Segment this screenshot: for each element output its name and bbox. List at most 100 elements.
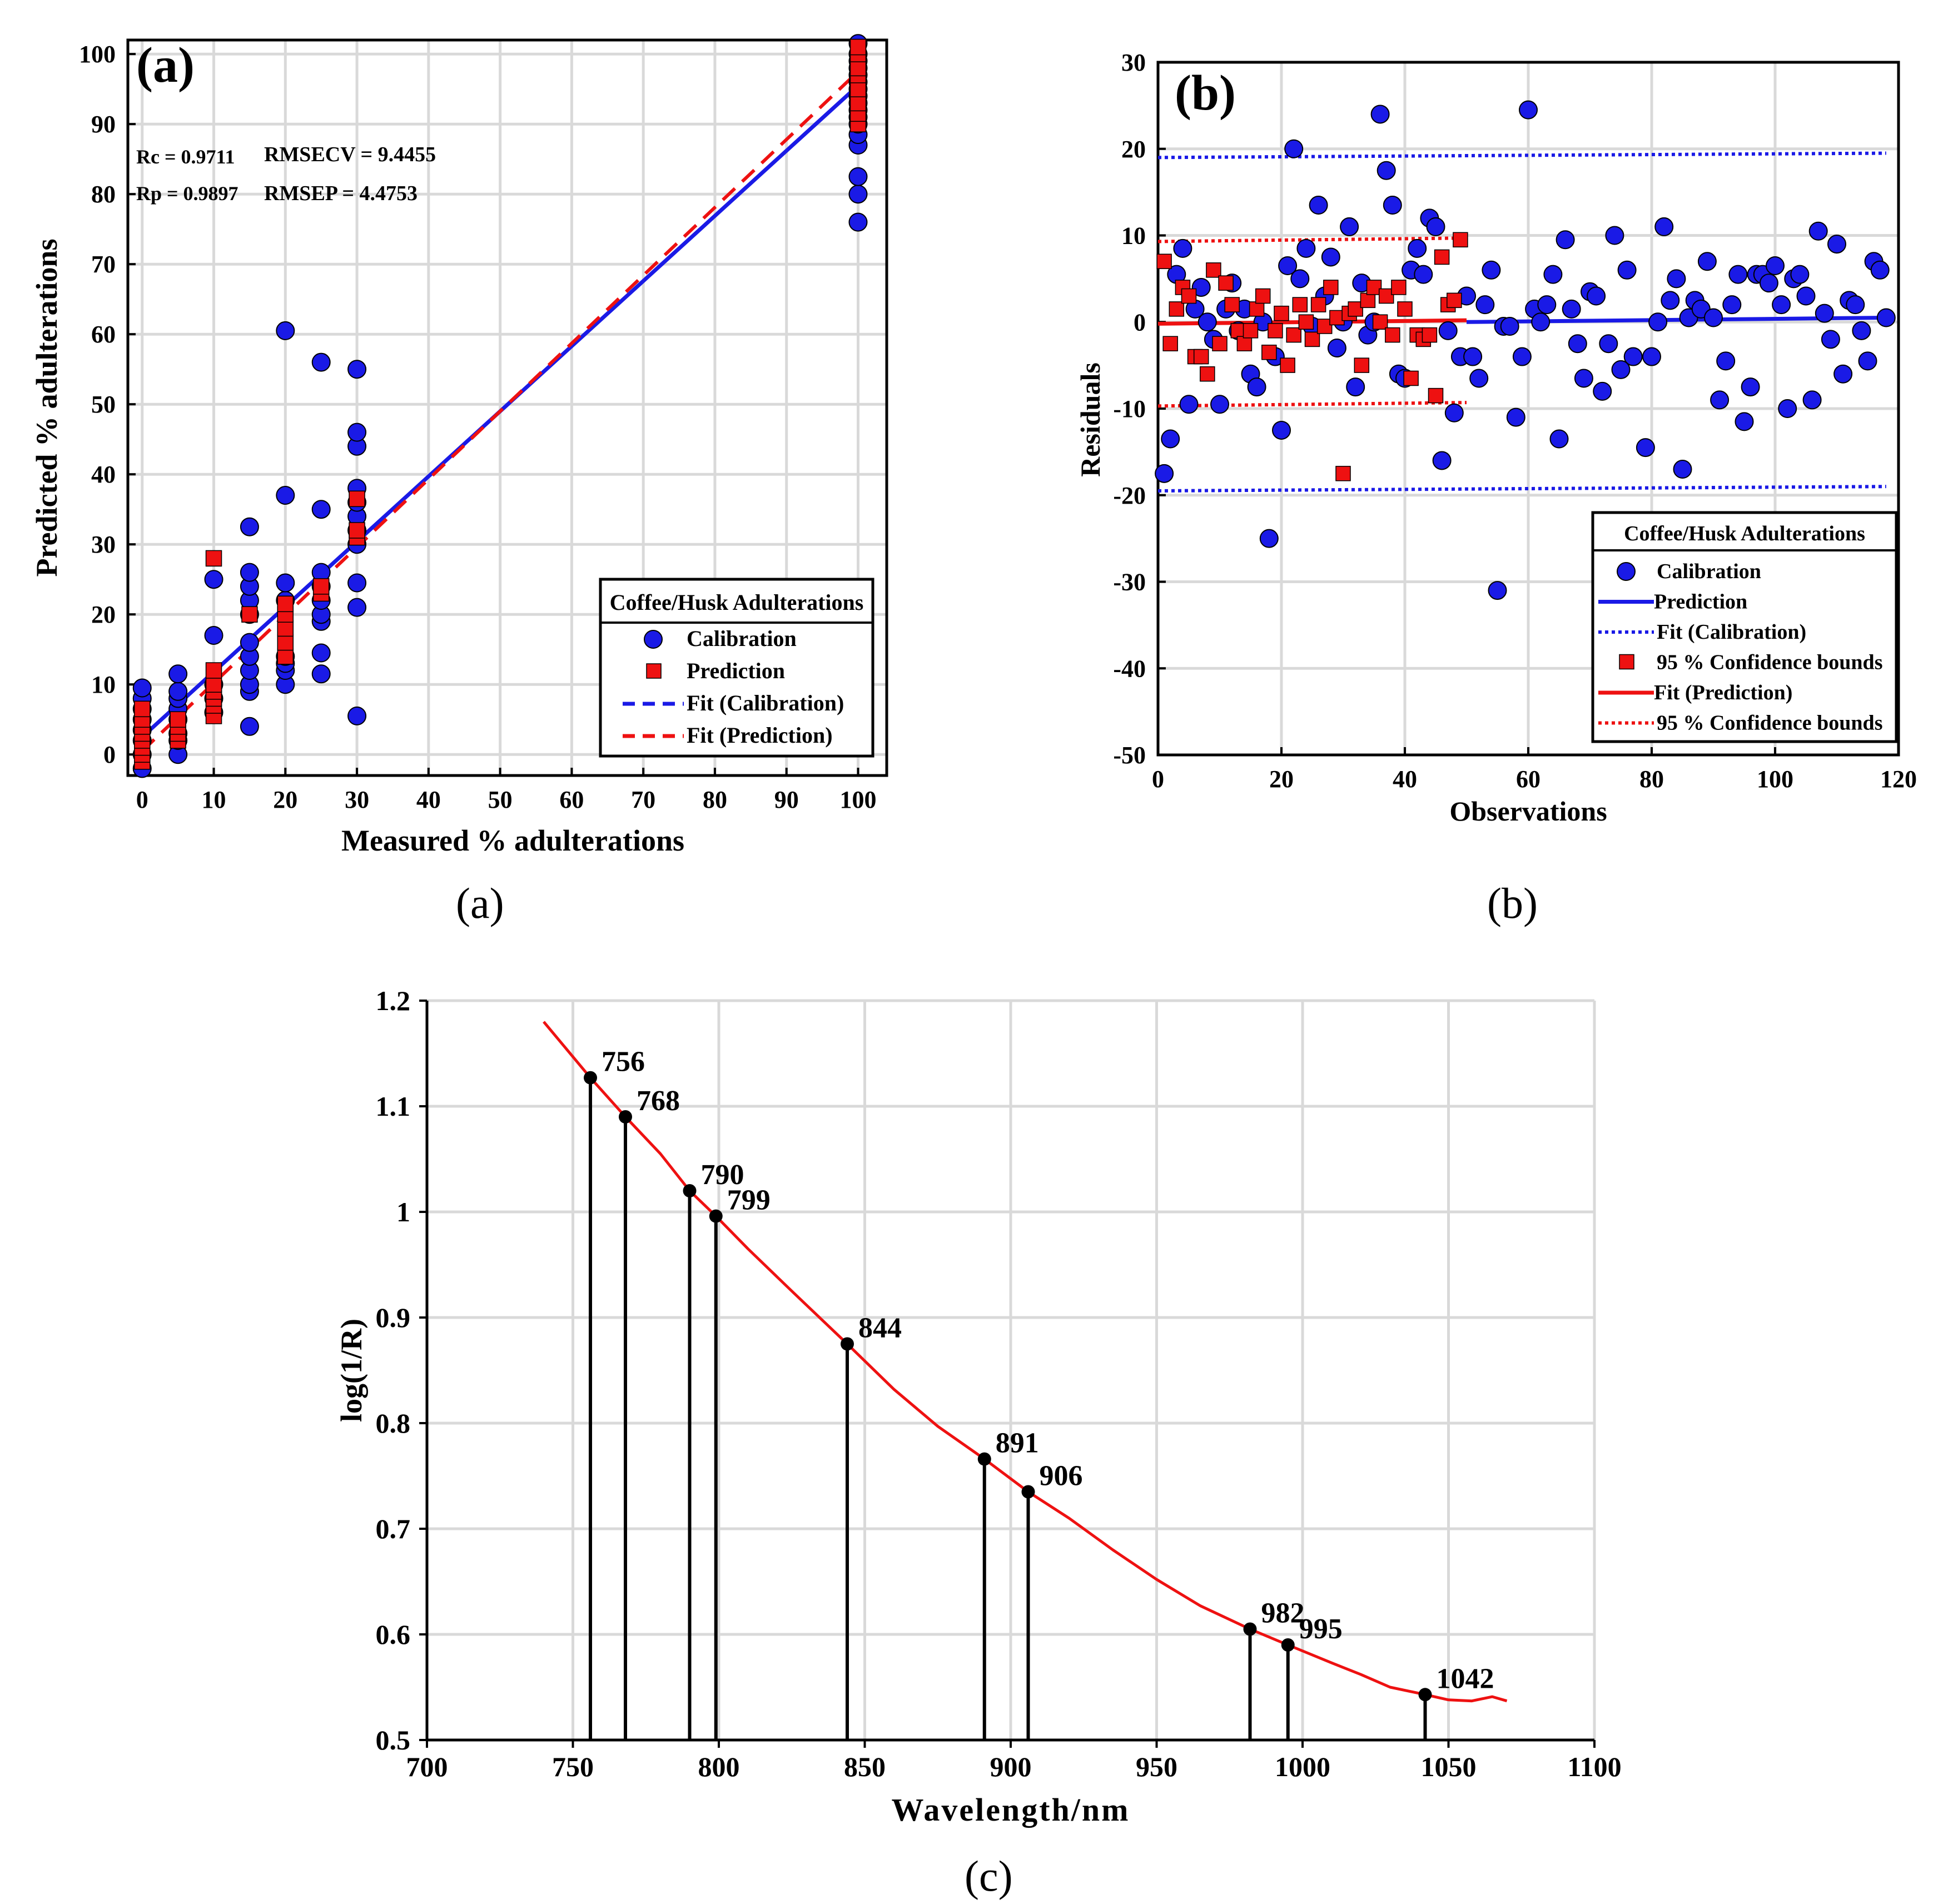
b-prediction-point [1206,262,1221,278]
c-peak-marker [1243,1622,1257,1636]
b-prediction-point [1261,345,1277,360]
b-calibration-point [1469,369,1489,388]
a-x-tick-label: 80 [703,786,727,813]
b-calibration-point [1309,195,1328,215]
a-stat-rp: Rp = 0.9897 [136,182,238,205]
b-prediction-point [1447,292,1462,309]
b-calibration-point [1512,347,1532,366]
b-calibration-point [1531,312,1551,332]
b-y-tick-label: 0 [1134,309,1146,336]
b-prediction-point [1169,301,1185,317]
b-calibration-point [1500,317,1519,336]
b-calibration-point [1383,195,1402,215]
b-calibration-point [1210,395,1229,414]
b-prediction-point [1354,357,1370,373]
b-prediction-point [1280,357,1295,373]
c-x-tick-label: 700 [406,1751,448,1782]
b-calibration-point [1704,308,1723,327]
b-calibration-point [1796,286,1816,306]
c-y-tick-label: 0.5 [376,1724,411,1756]
b-calibration-point [1772,295,1791,315]
c-x-tick-label: 850 [844,1751,886,1782]
c-x-tick-label: 1000 [1275,1751,1330,1782]
a-x-tick-label: 20 [273,786,297,813]
b-calibration-point [1278,256,1298,276]
c-peak-marker [841,1337,854,1351]
b-calibration-point [1556,230,1575,250]
a-y-axis-label: Predicted % adulterations [30,239,63,577]
b-calibration-point [1290,269,1310,289]
b-prediction-point [1323,280,1339,295]
b-prediction-point [1310,297,1326,312]
a-legend-entry-label: Prediction [687,658,785,683]
a-y-tick-label: 20 [91,601,116,628]
a-prediction-point [205,676,222,693]
a-prediction-point [349,522,365,539]
b-line-prediction-bounds-upper [1157,236,1467,243]
a-legend-calibration-marker [644,630,663,649]
b-x-tick-label: 60 [1516,765,1541,793]
b-calibration-point [1722,295,1742,315]
b-prediction-point [1286,327,1301,343]
b-prediction-point [1298,314,1314,330]
a-calibration-point [311,643,331,663]
b-calibration-point [1197,312,1217,332]
b-calibration-point [1673,460,1692,479]
c-y-tick-label: 1.1 [376,1091,411,1122]
b-calibration-point [1587,286,1606,306]
b-calibration-point [1741,377,1760,397]
b-calibration-point [1568,334,1587,354]
c-peak-marker [1418,1688,1432,1702]
a-calibration-point [240,717,259,736]
a-stat-rmsep: RMSEP = 4.4753 [264,182,418,205]
b-prediction-point [1304,331,1320,347]
a-x-tick-label: 90 [774,786,799,813]
b-x-tick-label: 0 [1152,765,1164,793]
b-calibration-point [1593,381,1612,401]
a-x-tick-label: 50 [488,786,513,813]
a-prediction-point [241,606,258,623]
a-legend-entry-label: Fit (Calibration) [687,690,844,715]
b-calibration-point [1648,312,1668,332]
b-legend-entry-label: 95 % Confidence bounds [1657,651,1882,674]
b-y-tick-label: -30 [1113,569,1146,596]
c-y-tick-label: 0.8 [376,1408,411,1439]
b-calibration-point [1463,347,1483,366]
b-calibration-point [1876,308,1896,327]
b-calibration-point [1191,277,1211,297]
b-prediction-point [1156,253,1172,269]
b-y-tick-label: 30 [1121,49,1146,76]
b-y-tick-label: 10 [1121,222,1146,250]
b-calibration-point [1661,291,1680,310]
a-x-tick-label: 40 [416,786,441,813]
a-y-tick-label: 100 [79,41,116,68]
b-prediction-point [1181,288,1197,304]
c-x-tick-label: 1050 [1421,1751,1477,1782]
b-calibration-point [1611,360,1631,379]
a-calibration-point [204,626,223,645]
a-calibration-point [848,185,868,204]
a-calibration-point [347,360,367,379]
a-legend-box [599,578,874,758]
b-calibration-point [1543,265,1563,284]
b-calibration-point [1623,347,1643,366]
b-calibration-point [1482,260,1501,280]
a-prediction-point [205,550,222,567]
c-peak-marker [977,1452,991,1466]
a-x-tick-label: 100 [839,786,876,813]
b-x-tick-label: 120 [1880,765,1917,793]
b-calibration-point [1858,351,1877,371]
b-prediction-point [1212,336,1228,351]
b-prediction-point [1268,323,1283,339]
b-legend-calibration-marker [1617,562,1636,581]
c-peak-label: 799 [727,1185,771,1216]
a-stat-rc: Rc = 0.9711 [136,146,235,168]
b-calibration-point [1519,100,1538,120]
a-calibration-point [132,678,152,698]
b-calibration-point [1426,217,1445,236]
a-prediction-point [849,95,867,112]
b-calibration-point [1414,265,1433,284]
a-calibration-point [848,167,868,186]
a-prediction-point [277,620,294,637]
b-prediction-point [1162,336,1178,351]
